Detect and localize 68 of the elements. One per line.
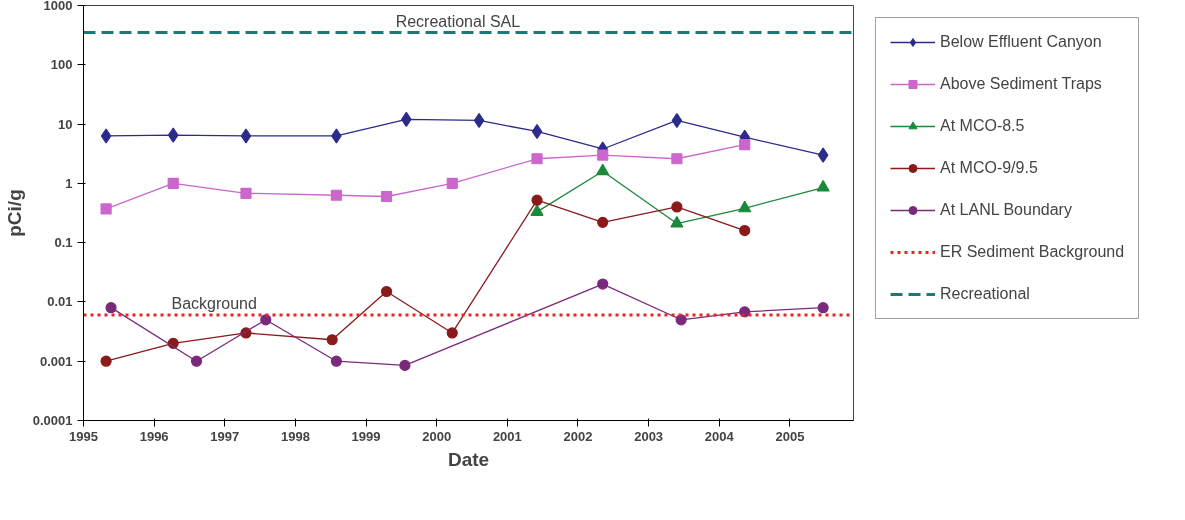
point — [100, 355, 112, 367]
point — [100, 203, 112, 215]
y-axis-title: pCi/g — [3, 189, 25, 237]
point — [816, 180, 830, 192]
point — [817, 302, 829, 314]
legend-label: Below Effluent Canyon — [940, 33, 1102, 51]
point — [597, 149, 609, 161]
y-tick-label: 1000 — [43, 0, 73, 13]
point — [473, 112, 485, 129]
x-tick-label: 2000 — [422, 428, 452, 444]
point — [330, 189, 342, 201]
point — [240, 128, 252, 144]
point — [190, 355, 203, 367]
point — [260, 314, 272, 326]
point — [531, 123, 543, 140]
x-tick-label: 2004 — [704, 428, 735, 444]
point — [167, 127, 179, 143]
legend-label: At LANL Boundary — [940, 201, 1072, 219]
point — [105, 302, 117, 314]
point — [817, 147, 829, 163]
annotation: Recreational SAL — [395, 12, 521, 30]
point — [240, 187, 252, 199]
legend-label: Above Sediment Traps — [940, 75, 1102, 93]
point — [446, 177, 458, 189]
point — [167, 177, 179, 189]
y-tick-label: 0.001 — [39, 353, 73, 369]
point — [671, 153, 683, 165]
point — [380, 285, 393, 298]
point — [530, 204, 544, 216]
point — [531, 153, 543, 165]
point — [738, 200, 752, 213]
point — [446, 327, 458, 339]
point — [671, 201, 683, 213]
point — [739, 224, 751, 237]
x-tick-label: 1997 — [210, 428, 240, 444]
x-tick-label: 1998 — [280, 428, 310, 444]
y-tick-label: 100 — [50, 57, 73, 73]
point — [739, 139, 751, 151]
point — [531, 194, 543, 206]
point — [399, 359, 411, 371]
point — [597, 278, 609, 290]
y-tick-label: 0.1 — [54, 235, 73, 251]
point — [326, 334, 338, 346]
point — [330, 355, 342, 367]
point — [100, 128, 112, 144]
legend-label: ER Sediment Background — [940, 243, 1125, 261]
y-tick-label: 10 — [58, 116, 73, 132]
y-tick-label: 0.01 — [47, 294, 73, 310]
y-tick-label: 1 — [65, 175, 73, 191]
legend-label: Recreational — [940, 285, 1030, 303]
x-tick-label: 1996 — [139, 428, 169, 444]
point — [670, 216, 684, 228]
point — [671, 112, 683, 129]
y-tick-label: 0.0001 — [32, 413, 73, 428]
point — [380, 190, 393, 203]
point — [675, 314, 687, 326]
legend-label: At MCO-8.5 — [940, 117, 1025, 135]
x-axis-title: Date — [447, 448, 490, 470]
x-tick-label: 2001 — [492, 428, 522, 444]
point — [596, 163, 610, 176]
x-tick-label: 2003 — [634, 428, 664, 444]
x-tick-label: 1995 — [69, 428, 98, 444]
annotation: Background — [171, 295, 257, 313]
point — [597, 216, 609, 228]
x-tick-label: 1999 — [351, 428, 381, 444]
x-tick-label: 2002 — [563, 428, 593, 444]
legend-label: At MCO-9/9.5 — [940, 159, 1038, 177]
x-tick-label: 2005 — [775, 428, 805, 444]
